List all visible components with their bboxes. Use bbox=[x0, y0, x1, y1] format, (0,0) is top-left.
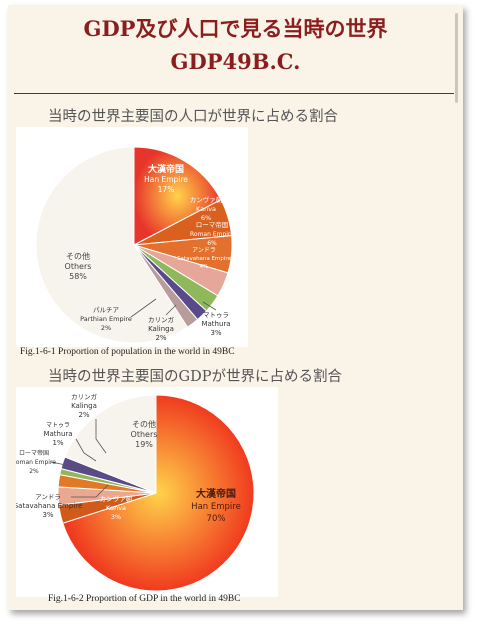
gdp-label-mathura-pct: 1% bbox=[52, 439, 63, 447]
population-chart-caption: Fig.1-6-1 Proportion of population in th… bbox=[20, 347, 235, 357]
page-card: GDP及び人口で見る当時の世界 GDP49B.C. 当時の世界主要国の人口が世界… bbox=[8, 5, 463, 610]
gdp-label-mathura-en: Mathura bbox=[43, 430, 72, 438]
population-chart-panel: 大漢帝国 Han Empire 17% カンヴァ朝 Kanva 6% ローマ帝国 Roman … bbox=[16, 127, 248, 347]
gdp-label-others-pct: 19% bbox=[135, 440, 153, 449]
gdp-label-han-empire-en: Han Empire bbox=[191, 502, 241, 512]
population-label-kalinga-en: Kalinga bbox=[148, 325, 174, 333]
population-label-kanva-en: Kanva bbox=[196, 205, 216, 213]
population-label-roman-empire-pct: 6% bbox=[207, 240, 217, 247]
population-label-satavahana-empire-en: Satavahana Empire bbox=[177, 256, 231, 262]
gdp-label-satavahana-empire-en: Satavahana Empire bbox=[16, 502, 82, 510]
population-leader-mathura bbox=[202, 301, 217, 311]
population-label-mathura-en: Mathura bbox=[201, 320, 230, 328]
gdp-label-kanva-en: Kanva bbox=[106, 504, 126, 512]
population-label-others-en: Others bbox=[65, 262, 92, 271]
gdp-leader-kalinga bbox=[95, 419, 107, 454]
gdp-label-kalinga-pct: 2% bbox=[78, 411, 89, 419]
population-label-kalinga-pct: 2% bbox=[155, 334, 166, 342]
population-leader-parthian-empire bbox=[130, 298, 157, 318]
gdp-label-kalinga-jp: カリンガ bbox=[71, 392, 98, 401]
population-label-han-empire-en: Han Empire bbox=[144, 175, 188, 184]
population-label-roman-empire-jp: ローマ帝国 bbox=[196, 220, 229, 229]
gdp-label-roman-empire-pct: 2% bbox=[29, 468, 39, 475]
population-leader-kalinga bbox=[165, 304, 177, 316]
population-label-others-pct: 58% bbox=[69, 272, 87, 281]
title-divider bbox=[14, 93, 454, 94]
gdp-label-roman-empire-en: Roman Empire bbox=[16, 459, 56, 466]
gdp-label-satavahana-empire-jp: アンドラ bbox=[35, 493, 61, 501]
population-label-kanva-pct: 6% bbox=[201, 214, 211, 222]
page-subtitle: GDP49B.C. bbox=[170, 49, 301, 74]
population-chart-heading: 当時の世界主要国の人口が世界に占める割合 bbox=[48, 109, 338, 125]
gdp-slice-others bbox=[64, 394, 157, 494]
population-label-parthian-empire-en: Parthian Empire bbox=[80, 315, 132, 323]
gdp-chart-caption: Fig.1-6-2 Proportion of GDP in the world… bbox=[48, 594, 241, 604]
population-label-roman-empire-en: Roman Empire bbox=[190, 231, 234, 238]
population-label-others-jp: その他 bbox=[66, 251, 90, 261]
gdp-chart-panel: 大漢帝国 Han Empire 70% カンヴァ朝 Kanva 3% アンドラ Satavah… bbox=[12, 387, 278, 597]
gdp-label-kanva-pct: 3% bbox=[111, 513, 121, 521]
gdp-label-kanva-jp: カンヴァ朝 bbox=[100, 494, 133, 503]
gdp-leader-satavahana-empire bbox=[71, 484, 109, 498]
population-label-satavahana-empire-jp: アンドラ bbox=[192, 247, 216, 254]
population-slice-han-empire bbox=[133, 146, 222, 246]
gdp-leader-roman-empire bbox=[50, 461, 97, 472]
population-label-mathura-jp: マトゥラ bbox=[203, 311, 229, 319]
population-label-han-empire-jp: 大漢帝国 bbox=[148, 163, 184, 175]
gdp-label-mathura-jp: マトゥラ bbox=[46, 422, 70, 429]
population-label-mathura-pct: 3% bbox=[210, 329, 221, 337]
population-label-kanva-jp: カンヴァ朝 bbox=[190, 195, 223, 204]
gdp-label-kalinga-en: Kalinga bbox=[71, 402, 97, 410]
gdp-leader-mathura bbox=[75, 438, 97, 462]
scrollbar[interactable] bbox=[455, 13, 458, 103]
population-label-parthian-empire-pct: 2% bbox=[101, 324, 111, 332]
gdp-label-others-jp: その他 bbox=[132, 419, 156, 429]
gdp-slice-han-empire bbox=[62, 394, 255, 592]
gdp-label-han-empire-jp: 大漢帝国 bbox=[196, 487, 236, 500]
page-title: GDP及び人口で見る当時の世界 bbox=[83, 16, 388, 41]
population-label-han-empire-pct: 17% bbox=[158, 185, 175, 194]
gdp-chart-heading: 当時の世界主要国のGDPが世界に占める割合 bbox=[48, 369, 342, 385]
gdp-label-satavahana-empire-pct: 3% bbox=[42, 511, 53, 519]
population-label-parthian-empire-jp: パルチア bbox=[93, 306, 120, 314]
gdp-label-han-empire-pct: 70% bbox=[207, 514, 226, 524]
population-label-satavahana-empire-pct: 4% bbox=[200, 264, 209, 270]
gdp-label-roman-empire-jp: ローマ帝国 bbox=[19, 449, 49, 457]
gdp-label-others-en: Others bbox=[131, 430, 158, 439]
population-slice-others bbox=[35, 146, 189, 344]
population-label-kalinga-jp: カリンガ bbox=[148, 315, 175, 324]
